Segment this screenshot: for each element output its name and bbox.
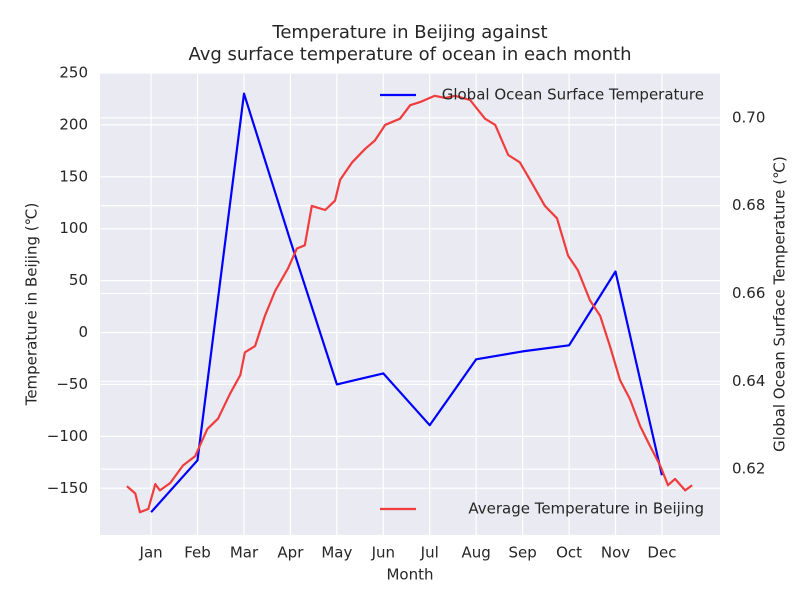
x-tick-label: Mar xyxy=(230,544,259,562)
x-tick-label: Apr xyxy=(277,544,304,562)
y-tick-label: 0 xyxy=(78,323,88,341)
y-tick-label: −50 xyxy=(56,375,88,393)
x-tick-label: May xyxy=(321,544,352,562)
x-tick-label: Nov xyxy=(601,544,630,562)
y-axis-label: Temperature in Beijing (℃) xyxy=(23,203,41,407)
y-tick-label: 150 xyxy=(59,167,88,185)
x-tick-label: Jul xyxy=(420,544,439,562)
y2-tick-label: 0.62 xyxy=(732,460,765,478)
series-line xyxy=(126,94,693,514)
x-tick-label: Jun xyxy=(371,544,395,562)
x-tick-label: Feb xyxy=(184,544,211,562)
y-tick-label: 200 xyxy=(59,115,88,133)
x-tick-label: Dec xyxy=(647,544,676,562)
y2-tick-label: 0.68 xyxy=(732,196,765,214)
y-tick-label: 250 xyxy=(59,64,88,82)
legend-label: Average Temperature in Beijing xyxy=(468,500,704,518)
y-tick-label: 100 xyxy=(59,219,88,237)
x-axis-label: Month xyxy=(386,566,433,584)
plot-area xyxy=(100,73,720,535)
chart-title: Avg surface temperature of ocean in each… xyxy=(188,44,631,65)
x-tick-label: Sep xyxy=(508,544,536,562)
y2-tick-label: 0.64 xyxy=(732,372,765,390)
x-tick-label: Aug xyxy=(462,544,491,562)
y-tick-label: −150 xyxy=(47,479,88,497)
y2-axis-label: Global Ocean Surface Temperature (℃) xyxy=(771,156,789,452)
x-tick-label: Jan xyxy=(139,544,163,562)
legend-label: Global Ocean Surface Temperature xyxy=(442,86,704,104)
y2-tick-label: 0.70 xyxy=(732,108,765,126)
y-tick-label: 50 xyxy=(69,271,88,289)
x-tick-label: Oct xyxy=(556,544,582,562)
y-tick-label: −100 xyxy=(47,427,88,445)
series-line xyxy=(150,92,663,513)
y2-tick-label: 0.66 xyxy=(732,284,765,302)
chart-title: Temperature in Beijing against xyxy=(271,22,547,43)
